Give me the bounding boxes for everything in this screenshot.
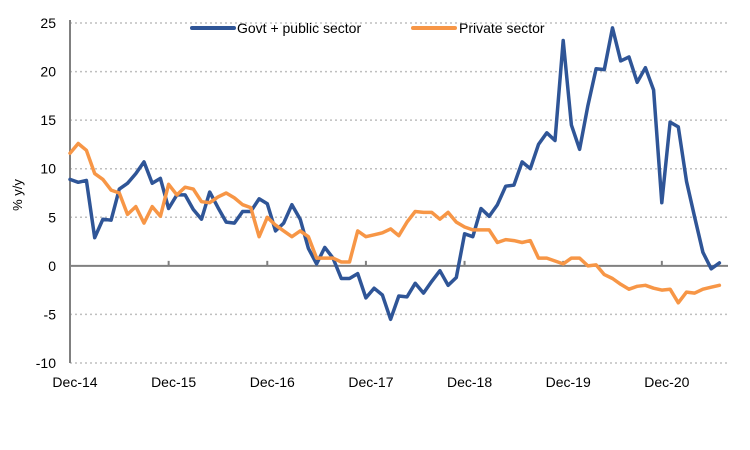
x-tick-label: Dec-16: [250, 374, 295, 390]
y-tick-label: 0: [48, 258, 56, 274]
series-lines: [68, 26, 722, 322]
y-tick-label: -5: [44, 306, 57, 322]
legend: Govt + public sector Private sector: [190, 20, 545, 36]
y-tick-label: 15: [40, 112, 56, 128]
y-axis-label: % y/y: [10, 179, 25, 211]
legend-label-private: Private sector: [459, 20, 545, 36]
x-tick-label: Dec-17: [348, 374, 393, 390]
x-tick-label: Dec-14: [52, 374, 97, 390]
series-line-private: [68, 141, 722, 305]
x-tick-label: Dec-20: [644, 374, 689, 390]
y-tick-label: -10: [36, 355, 56, 371]
y-tick-label: 5: [48, 209, 56, 225]
x-axis-tick-labels: Dec-14 Dec-15 Dec-16 Dec-17 Dec-18 Dec-19 Dec-…: [52, 374, 689, 390]
x-tick-label: Dec-18: [447, 374, 492, 390]
legend-label-govt: Govt + public sector: [237, 20, 361, 36]
y-tick-label: 10: [40, 161, 56, 177]
zero-axis: [70, 260, 728, 267]
x-tick-label: Dec-19: [546, 374, 591, 390]
y-tick-label: 25: [40, 15, 56, 31]
gridlines: [70, 22, 728, 364]
y-tick-label: 20: [40, 64, 56, 80]
x-tick-label: Dec-15: [151, 374, 196, 390]
y-axis-tick-labels: -10 -5 0 5 10 15 20 25: [36, 15, 56, 371]
